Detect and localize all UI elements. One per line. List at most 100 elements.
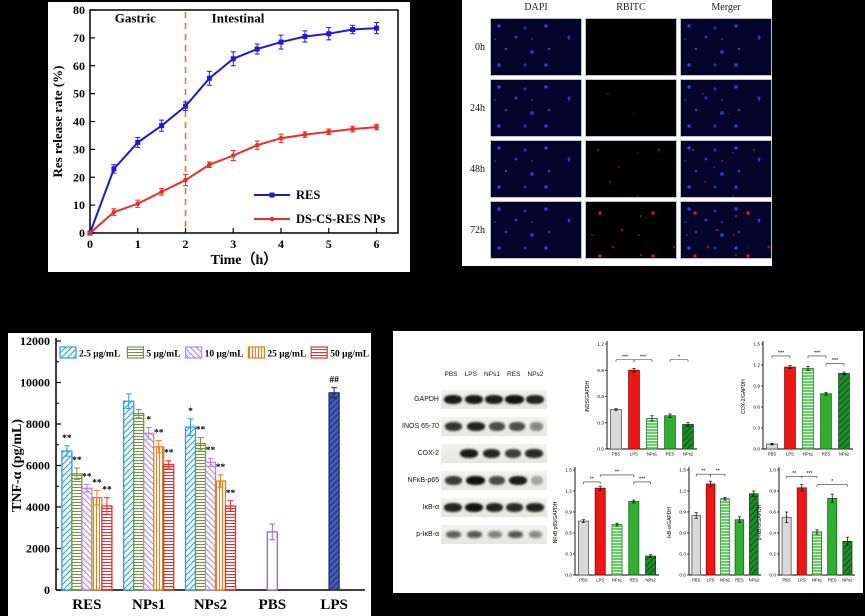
svg-text:NFκB p65/GAPDH: NFκB p65/GAPDH [553,501,559,543]
svg-text:DS-CS-RES NPs: DS-CS-RES NPs [296,212,385,226]
svg-text:6000: 6000 [26,459,50,473]
blot-band [529,422,543,431]
svg-text:LPS: LPS [630,452,638,457]
blot-band [525,503,544,512]
svg-text:0.4: 0.4 [769,531,776,537]
svg-text:**: ** [164,449,174,459]
svg-text:0.0: 0.0 [679,573,686,579]
svg-text:4000: 4000 [26,500,50,514]
svg-text:##: ## [329,376,339,386]
svg-text:Intestinal: Intestinal [212,11,265,26]
svg-text:*: * [188,407,193,417]
blot-band [482,449,501,458]
lane-label: NPs2 [527,371,544,378]
svg-text:0.3: 0.3 [597,420,604,426]
svg-text:***: *** [640,354,647,360]
row-label-72h: 72h [470,224,485,236]
svg-text:0.0: 0.0 [565,573,572,579]
micrograph-dapi-72h [490,201,582,259]
svg-text:**: ** [62,434,72,444]
svg-text:**: ** [792,471,797,477]
row-label-0h: 0h [475,41,485,53]
svg-text:NPs2: NPs2 [749,578,760,583]
blot-band [509,422,526,431]
svg-text:LPS: LPS [707,578,715,583]
svg-text:12000: 12000 [20,334,50,348]
svg-text:***: *** [832,358,839,364]
blot-strip [441,525,547,544]
svg-text:RES: RES [828,578,837,583]
svg-text:LPS: LPS [320,597,348,613]
panel-western: PBS LPS NPs1 RES NPs2 GAPDH INOS 65-70 C… [393,331,863,593]
svg-text:**: ** [92,478,102,488]
svg-text:**: ** [102,486,112,496]
micrograph-rbitc-24h [585,79,677,137]
micrograph-rbitc-0h [585,18,677,76]
blot-band [445,531,461,538]
svg-text:**: ** [716,469,721,475]
svg-text:0.0: 0.0 [753,447,760,453]
svg-text:PBS: PBS [768,452,777,457]
svg-text:LPS: LPS [786,452,794,457]
svg-text:NPs2: NPs2 [683,452,694,457]
svg-text:NPs2: NPs2 [194,597,227,613]
svg-text:***: *** [806,471,813,477]
svg-text:20: 20 [73,170,85,184]
mini-chart-cox2: 0.0 0.3 0.6 0.9 1.2 1.5 PBS LPS NPs1 RES NPs2 *** **… [741,341,853,457]
blot-row-gapdh: GAPDH [395,390,547,409]
column-header-merger: Merger [711,2,741,13]
svg-text:3: 3 [230,237,236,251]
svg-text:0.9: 0.9 [753,384,760,390]
micrograph-rbitc-48h [585,140,677,198]
blot-row-ikb: IκB-α [395,498,547,517]
blot-lane-headers: PBS LPS NPs1 RES NPs2 [441,371,547,378]
lane-label: NPs1 [484,371,500,378]
svg-text:0.9: 0.9 [597,368,604,374]
svg-text:50: 50 [73,87,85,101]
svg-text:PBS: PBS [259,597,287,613]
blot-row-inos: INOS 65-70 [395,417,547,436]
micrograph-rbitc-72h [585,201,677,259]
svg-text:Res release rate (%): Res release rate (%) [50,65,65,177]
svg-text:0.3: 0.3 [679,552,686,558]
svg-text:0.6: 0.6 [769,510,776,516]
row-label-24h: 24h [470,102,485,114]
svg-text:1.2: 1.2 [679,489,686,495]
svg-text:NPs1: NPs1 [720,578,731,583]
svg-text:PBS: PBS [692,578,701,583]
svg-text:2000: 2000 [26,542,50,556]
svg-text:**: ** [196,425,206,435]
svg-text:1.5: 1.5 [679,468,686,474]
svg-text:0.6: 0.6 [597,394,604,400]
svg-text:40: 40 [73,115,85,129]
micrograph-dapi-24h [490,79,582,137]
blot-band [525,449,543,458]
blot-band [465,476,485,485]
blot-row-nfkb: NFκB-p65 [395,471,547,490]
svg-text:60: 60 [73,59,85,73]
blot-band [466,422,485,431]
mini-chart-ikb: 0.0 0.3 0.6 0.9 1.2 1.5 PBS LPS NPs1 RES NPs2 ** ** I… [667,467,761,583]
micrograph-dapi-0h [490,18,582,76]
svg-text:30: 30 [73,142,85,156]
svg-text:4: 4 [278,237,284,251]
svg-text:IκB-α/GAPDH: IκB-α/GAPDH [667,507,673,538]
blot-band [526,395,544,404]
svg-text:NPs2: NPs2 [645,578,656,583]
svg-text:5 μg/mL: 5 μg/mL [146,350,180,360]
svg-text:Time（h）: Time（h） [211,252,278,268]
svg-text:PBS: PBS [579,578,588,583]
svg-text:RES: RES [629,578,638,583]
svg-text:PBS: PBS [782,578,791,583]
svg-text:RES: RES [822,452,831,457]
svg-text:*: * [678,354,681,360]
svg-text:NPs1: NPs1 [132,597,165,613]
blot-band [489,422,505,431]
micrograph-merger-0h [680,18,772,76]
micrograph-merger-48h [680,140,772,198]
blot-band [508,476,527,485]
blot-row-cox2: COX-2 [395,444,547,463]
svg-text:RES: RES [296,188,320,202]
svg-text:NPs1: NPs1 [612,578,623,583]
